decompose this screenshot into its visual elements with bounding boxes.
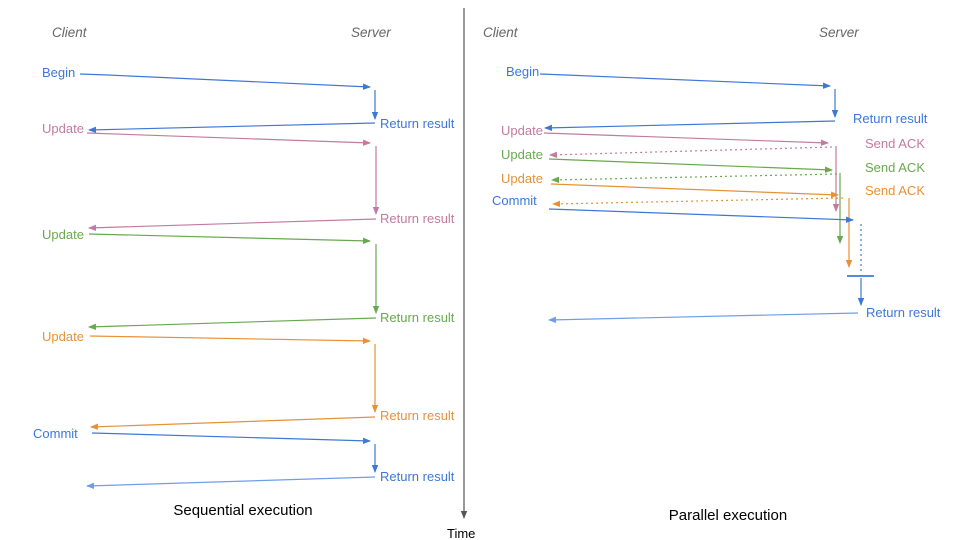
seq-update2-send-arrow: [88, 233, 371, 245]
seq-update2-return-arrow: [88, 317, 377, 330]
par-commit-label: Commit: [492, 193, 537, 208]
seq-update3-label: Update: [42, 329, 84, 344]
seq-commit-return-label: Return result: [380, 469, 455, 484]
seq-title: Sequential execution: [173, 502, 313, 519]
seq-commit-send-arrow: [91, 432, 371, 444]
seq-update3-return-label: Return result: [380, 408, 455, 423]
seq-begin-send-arrow: [79, 73, 371, 90]
par-commit-send-arrow: [548, 208, 854, 223]
seq-update2-return-label: Return result: [380, 310, 455, 325]
seq-begin-return-label: Return result: [380, 116, 455, 131]
seq-update1-send-arrow: [86, 132, 371, 146]
par-server-header: Server: [819, 25, 859, 40]
seq-server-header: Server: [351, 25, 391, 40]
par-title: Parallel execution: [668, 507, 788, 524]
par-update3-send-arrow: [550, 183, 839, 198]
par-update1-label: Update: [501, 123, 543, 138]
par-update2-ack-arrow: [551, 173, 838, 184]
par-update2-ack-label: Send ACK: [865, 160, 925, 175]
par-begin-return-label: Return result: [853, 111, 928, 126]
par-update3-ack-label: Send ACK: [865, 183, 925, 198]
par-update1-ack-label: Send ACK: [865, 136, 925, 151]
seq-update3-return-arrow: [90, 416, 376, 430]
par-update3-ack-arrow: [552, 197, 844, 208]
par-update2-label: Update: [501, 147, 543, 162]
seq-update1-label: Update: [42, 121, 84, 136]
seq-commit-label: Commit: [33, 426, 78, 441]
par-client-header: Client: [483, 25, 518, 40]
par-begin-send-arrow: [539, 73, 831, 89]
par-update1-ack-arrow: [549, 146, 833, 159]
seq-begin-return-arrow: [88, 122, 376, 134]
seq-update2-label: Update: [42, 227, 84, 242]
par-update1-send-arrow: [543, 132, 829, 146]
seq-begin-label: Begin: [42, 65, 76, 80]
par-update2-send-arrow: [548, 158, 833, 173]
par-update3-label: Update: [501, 171, 543, 186]
par-commit-return-arrow: [548, 312, 859, 324]
seq-update1-return-label: Return result: [380, 211, 455, 226]
seq-commit-return-arrow: [86, 476, 376, 489]
seq-client-header: Client: [52, 25, 87, 40]
par-begin-label: Begin: [506, 64, 540, 79]
par-commit-return-label: Return result: [866, 305, 941, 320]
par-begin-return-arrow: [544, 120, 836, 132]
seq-update3-send-arrow: [89, 335, 371, 345]
time-axis-label: Time: [447, 526, 476, 540]
seq-update1-return-arrow: [88, 218, 377, 231]
